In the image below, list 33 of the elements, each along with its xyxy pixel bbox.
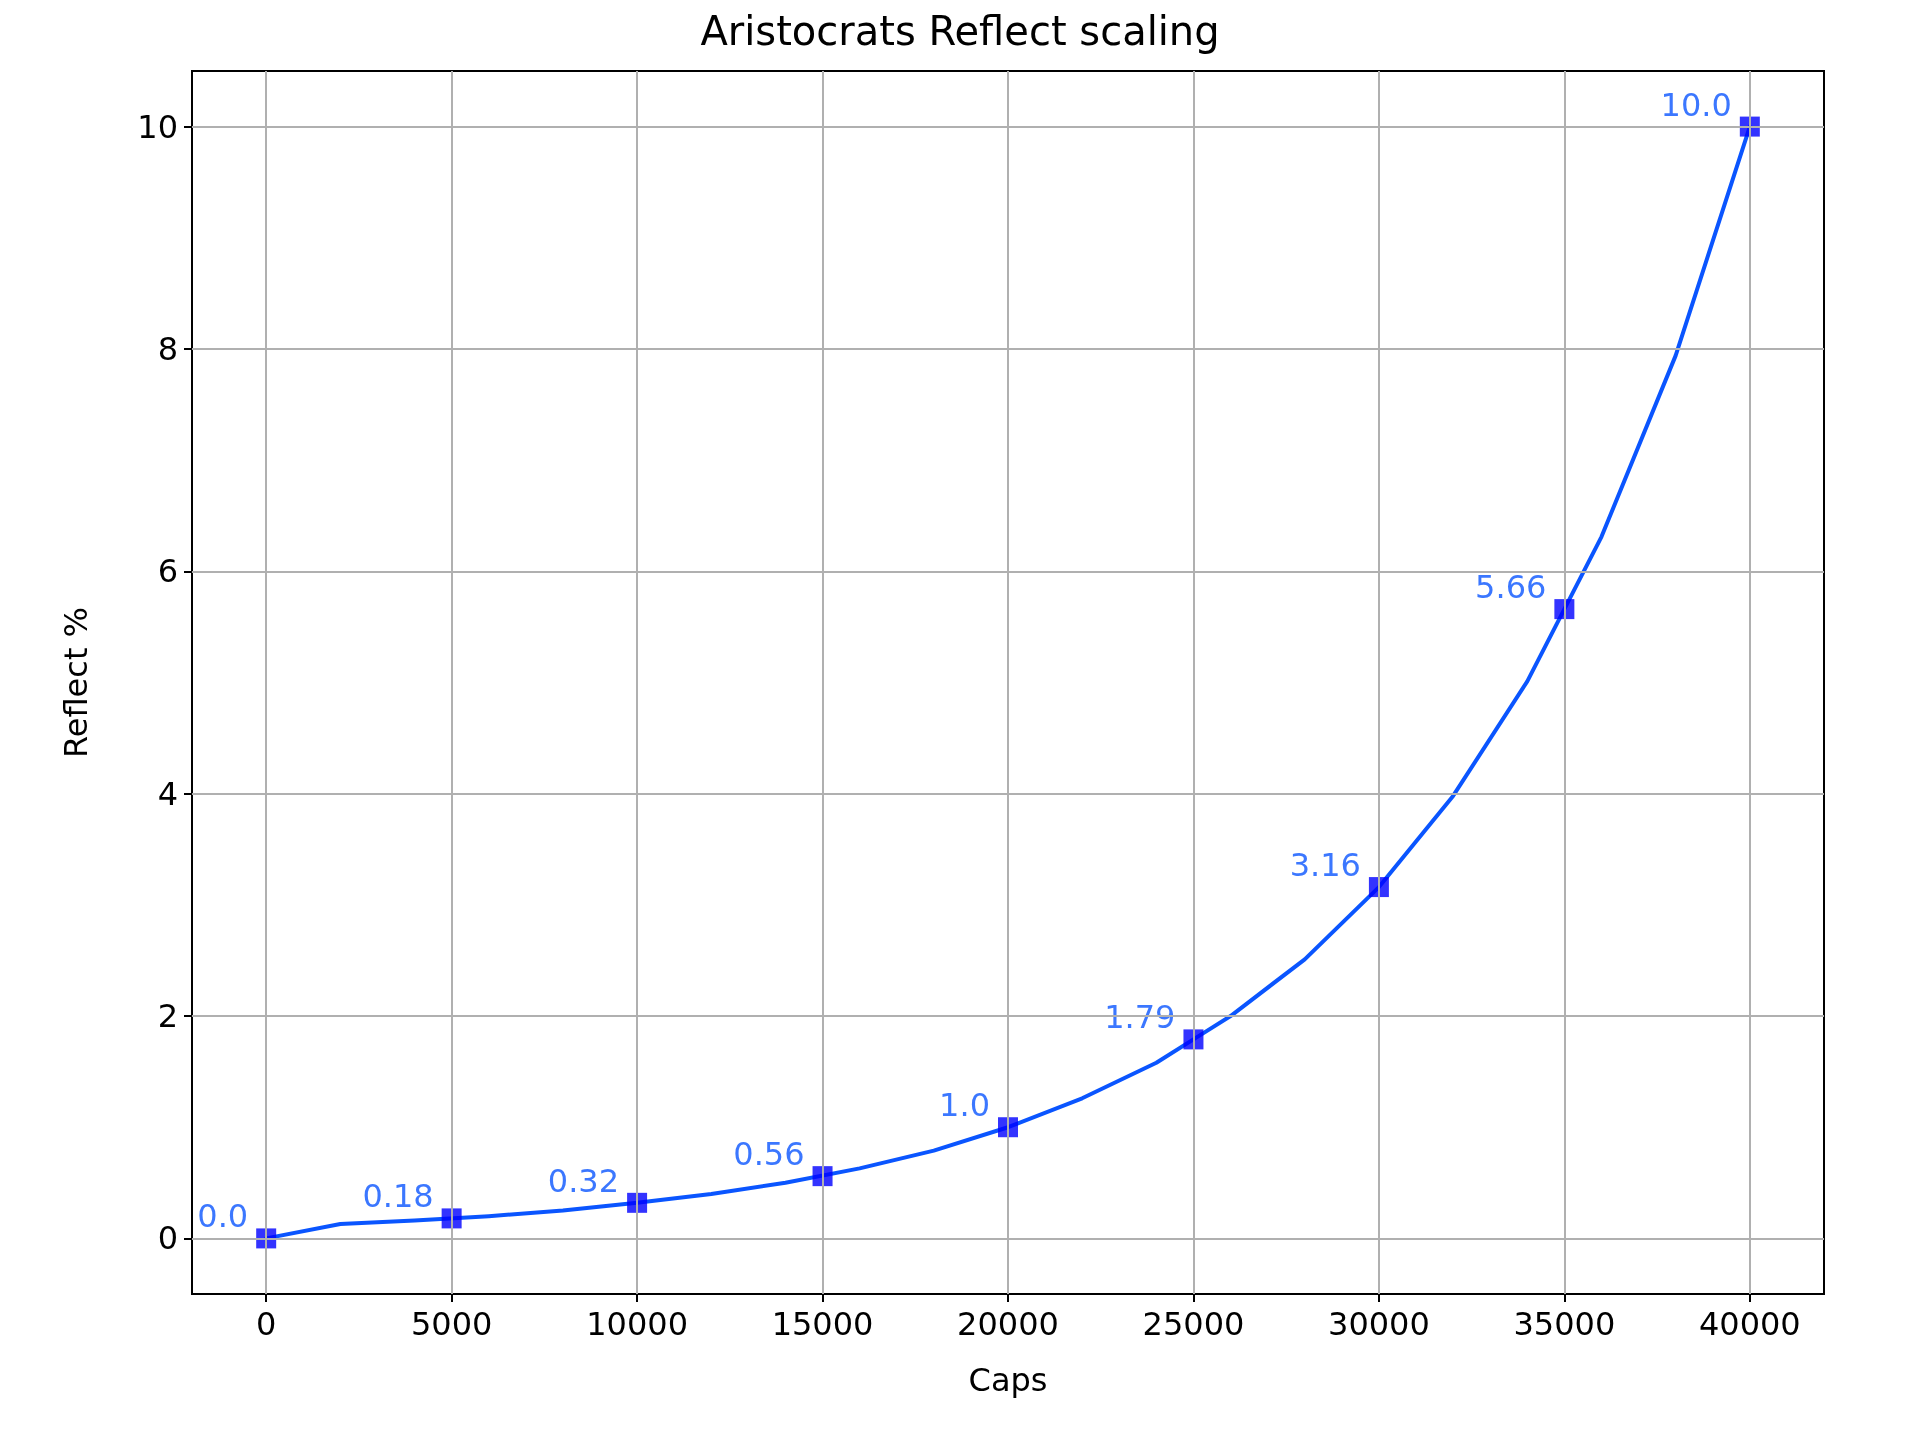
data-label: 0.18: [362, 1177, 434, 1216]
x-tick-label: 25000: [1142, 1305, 1245, 1343]
x-tick-label: 0: [256, 1305, 277, 1343]
data-label: 1.0: [939, 1086, 990, 1125]
y-tick-label: 8: [157, 329, 178, 368]
y-tick-label: 6: [157, 552, 178, 591]
x-axis-title: Caps: [968, 1361, 1048, 1399]
x-tick-label: 30000: [1328, 1305, 1430, 1343]
y-axis-title: Reflect %: [57, 606, 95, 759]
data-label: 10.0: [1660, 85, 1732, 124]
y-tick-label: 0: [157, 1219, 178, 1258]
point: [1368, 877, 1389, 898]
y-tick-label: 4: [157, 774, 178, 813]
chart-title: Aristocrats Reflect scaling: [700, 8, 1220, 54]
point: [998, 1117, 1018, 1138]
data-label: 0.0: [197, 1197, 249, 1236]
x-tick-label: 20000: [957, 1305, 1059, 1343]
y-tick-label: 2: [157, 997, 178, 1036]
point: [1554, 599, 1575, 620]
x-tick-label: 40000: [1698, 1305, 1801, 1343]
point: [812, 1166, 833, 1187]
data-label: 0.32: [547, 1161, 620, 1200]
point: [441, 1208, 462, 1229]
point: [1183, 1029, 1204, 1050]
x-tick-label: 15000: [771, 1305, 874, 1343]
data-label: 3.16: [1289, 846, 1361, 885]
point: [627, 1192, 648, 1213]
y-tick-label: 10: [137, 107, 178, 146]
x-tick-label: 5000: [410, 1305, 493, 1343]
data-label: 0.56: [733, 1135, 805, 1174]
x-tick-label: 10000: [586, 1305, 688, 1343]
x-tick-label: 35000: [1513, 1305, 1616, 1343]
data-label: 5.66: [1475, 568, 1547, 607]
